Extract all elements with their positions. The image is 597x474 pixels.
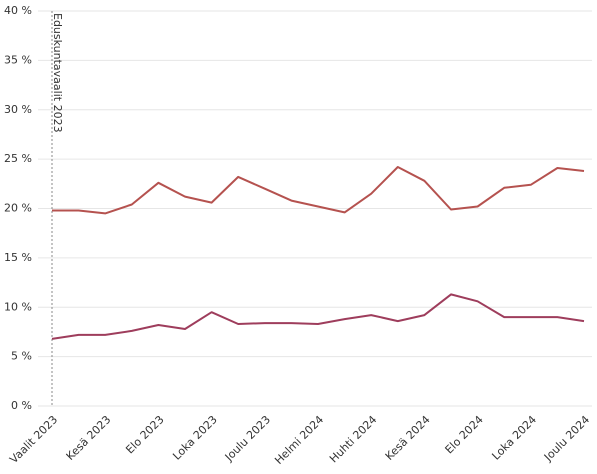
x-tick-label: Kesä 2024: [383, 413, 433, 463]
y-tick-label: 30 %: [4, 103, 32, 116]
y-tick-label: 10 %: [4, 300, 32, 313]
y-tick-label: 20 %: [4, 202, 32, 215]
x-tick-label: Elo 2024: [443, 413, 486, 456]
x-tick-label: Huhti 2024: [327, 413, 379, 465]
y-tick-label: 35 %: [4, 53, 32, 66]
x-tick-label: Helmi 2024: [272, 413, 326, 467]
y-tick-label: 15 %: [4, 251, 32, 264]
x-tick-label: Joulu 2023: [222, 413, 273, 464]
x-tick-label: Kesä 2023: [64, 413, 114, 463]
series-line: [52, 166, 585, 215]
x-tick-label: Vaalit 2023: [7, 413, 60, 466]
annotation: Eduskuntavaalit 2023: [51, 13, 64, 133]
y-tick-label: 0 %: [11, 399, 32, 412]
y-tick-label: 40 %: [4, 4, 32, 17]
x-tick-label: Joulu 2024: [541, 413, 592, 464]
series-line: [51, 293, 585, 340]
x-tick-label: Elo 2023: [123, 413, 166, 456]
y-tick-label: 25 %: [4, 152, 32, 165]
y-tick-label: 5 %: [11, 350, 32, 363]
x-tick-label: Loka 2024: [489, 413, 539, 463]
x-tick-label: Loka 2023: [170, 413, 220, 463]
